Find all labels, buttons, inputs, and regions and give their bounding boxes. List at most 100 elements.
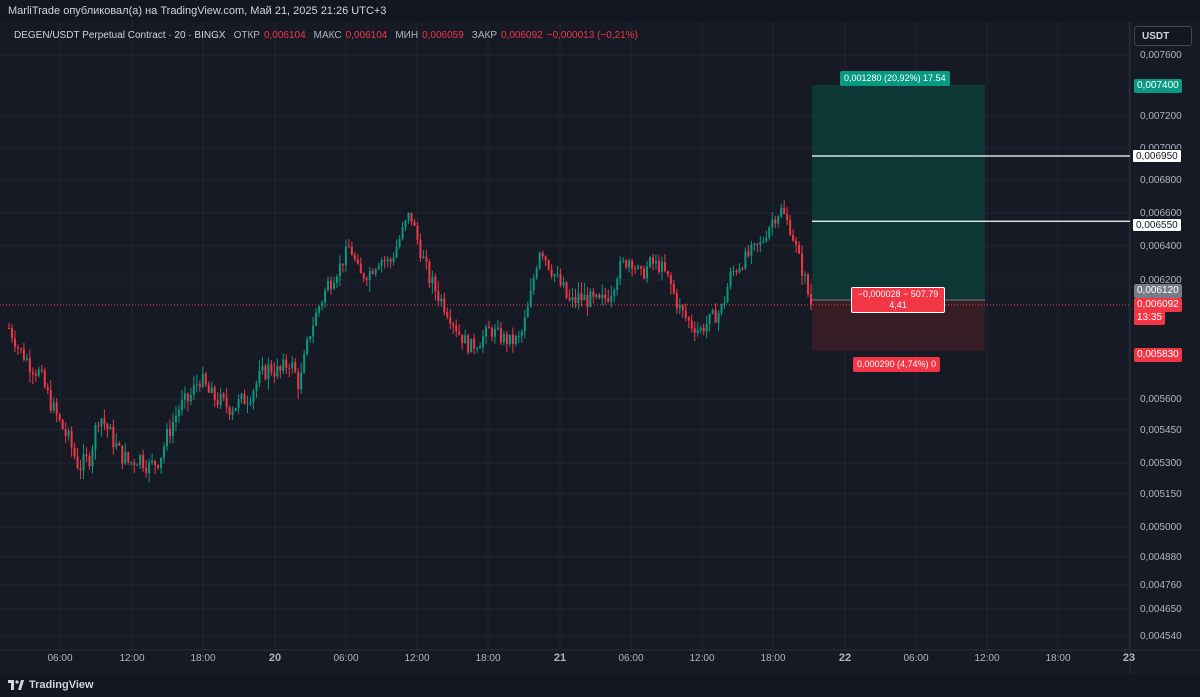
candle-body (204, 373, 207, 385)
candle-body (461, 334, 464, 344)
price-tick-label: 0,006200 (1140, 275, 1182, 286)
candle-body (338, 263, 341, 277)
candle-body (604, 294, 607, 299)
high-label: МАКС (313, 30, 342, 41)
candle-body (55, 402, 58, 415)
candle-body (395, 246, 398, 258)
candle-body (568, 297, 571, 301)
candle-body (744, 251, 747, 269)
candle-body (350, 246, 353, 256)
candle-body (508, 334, 511, 345)
price-tick-label: 0,004540 (1140, 631, 1182, 642)
candle-body (544, 256, 547, 261)
candle-body (485, 327, 488, 337)
candle-body (198, 384, 201, 387)
candle-body (452, 323, 455, 326)
candle-body (654, 260, 657, 264)
candle-body (103, 418, 106, 424)
open-label: ОТКР (233, 30, 260, 41)
candle-body (696, 329, 699, 333)
candle-body (473, 338, 476, 349)
time-tick-label: 18:00 (190, 653, 215, 664)
price-tag-stop: 0,005830 (1134, 348, 1182, 362)
currency-button[interactable]: USDT (1134, 26, 1192, 46)
candle-body (592, 291, 595, 297)
position-pnl-box[interactable]: −0,000028 − 507.79 4,41 (851, 287, 945, 313)
candle-body (541, 252, 544, 257)
candle-body (807, 274, 810, 295)
candle-body (142, 454, 145, 469)
candle-body (750, 244, 753, 256)
price-tick-label: 0,005300 (1140, 458, 1182, 469)
candle-body (374, 269, 377, 274)
candle-body (440, 298, 443, 302)
candle-body (398, 238, 401, 247)
candle-body (195, 384, 198, 386)
tradingview-logo[interactable]: TradingView (8, 679, 94, 691)
candle-body (434, 276, 437, 292)
candle-body (613, 290, 616, 297)
candle-body (25, 358, 28, 360)
candle-body (297, 372, 300, 390)
candle-body (663, 262, 666, 271)
candle-body (535, 268, 538, 278)
candle-body (133, 461, 136, 465)
candle-body (115, 443, 118, 448)
candle-body (294, 362, 297, 373)
time-tick-label: 18:00 (1045, 653, 1070, 664)
candle-body (52, 402, 55, 411)
candle-body (329, 280, 332, 289)
candle-body (276, 366, 279, 377)
candle-body (502, 334, 505, 343)
close-label: ЗАКР (471, 30, 498, 41)
candle-body (425, 256, 428, 262)
candle-body (520, 331, 523, 336)
candle-body (804, 274, 807, 276)
candle-body (443, 298, 446, 313)
candle-body (598, 294, 601, 298)
candle-body (186, 393, 189, 402)
candle-body (777, 216, 780, 224)
symbol-name[interactable]: DEGEN/USDT Perpetual Contract · 20 · BIN… (14, 30, 226, 41)
high-value: 0,006104 (345, 30, 388, 41)
candle-body (177, 409, 180, 416)
candle-body (538, 252, 541, 269)
candle-body (356, 259, 359, 264)
candle-body (335, 276, 338, 283)
candlestick-chart[interactable]: 0,007600 0,007200 0,007000 0,006800 0,006600… (0, 22, 1200, 674)
candle-body (786, 213, 789, 221)
candle-body (565, 282, 568, 298)
symbol-legend: DEGEN/USDT Perpetual Contract · 20 · BIN… (14, 30, 638, 41)
candle-body (571, 296, 574, 301)
candle-body (43, 370, 46, 387)
candle-body (49, 390, 52, 411)
candle-body (240, 393, 243, 400)
candle-body (377, 265, 380, 270)
candle-body (732, 271, 735, 273)
candle-body (672, 283, 675, 294)
candle-body (586, 294, 589, 308)
candle-body (416, 225, 419, 241)
candle-body (273, 372, 276, 377)
candle-body (404, 220, 407, 228)
price-tick-label: 0,007200 (1140, 111, 1182, 122)
candle-body (371, 271, 374, 274)
candle-body (490, 328, 493, 337)
candle-body (285, 359, 288, 368)
time-tick-label: 12:00 (974, 653, 999, 664)
candle-body (407, 212, 410, 221)
candle-body (505, 334, 508, 345)
candle-body (112, 426, 115, 448)
candle-body (589, 291, 592, 308)
candle-body (699, 327, 702, 330)
candle-body (580, 293, 583, 301)
candle-body (76, 456, 79, 469)
chart-area[interactable]: 0,007600 0,007200 0,007000 0,006800 0,006600… (0, 22, 1200, 674)
price-tick-label: 0,005600 (1140, 394, 1182, 405)
candle-body (315, 312, 318, 326)
price-tag-target: 0,007400 (1134, 79, 1182, 93)
candle-body (523, 317, 526, 332)
candle-body (634, 268, 637, 270)
candle-body (94, 425, 97, 450)
time-tick-label: 23 (1123, 652, 1135, 664)
